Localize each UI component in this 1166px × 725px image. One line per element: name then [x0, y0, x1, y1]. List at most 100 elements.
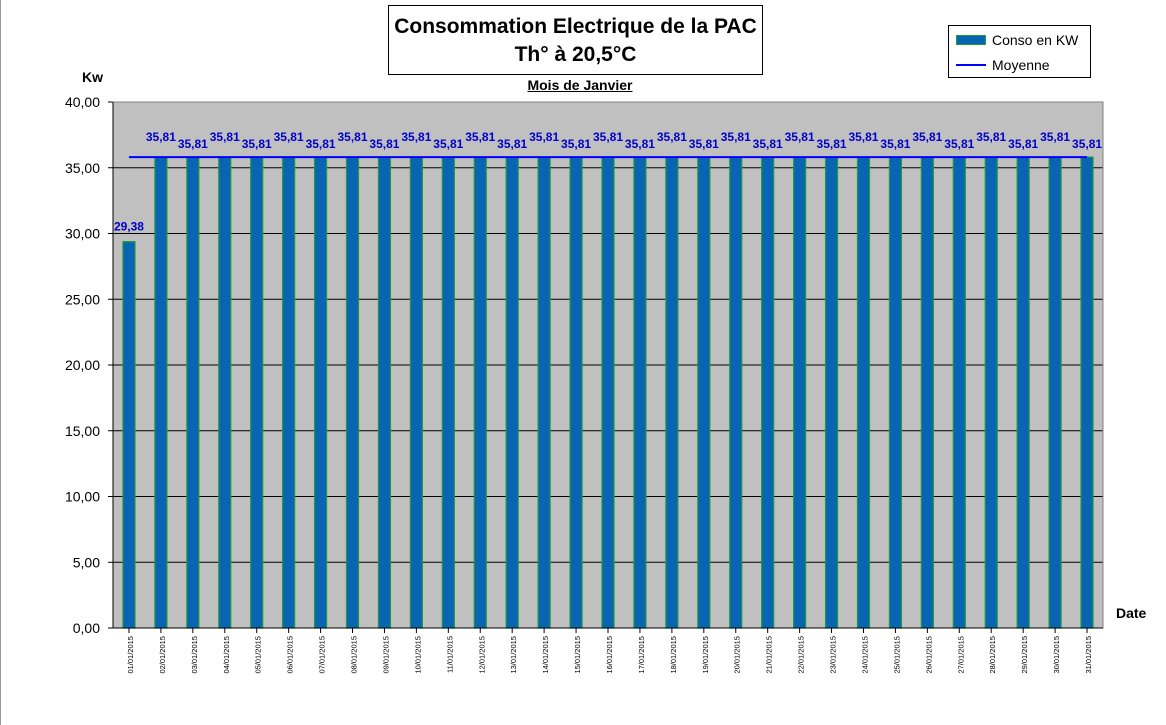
data-label: 35,81: [1008, 137, 1038, 151]
x-tick-label: 28/01/2015: [988, 636, 997, 674]
x-tick-label: 23/01/2015: [829, 636, 838, 674]
y-tick-label: 5,00: [73, 554, 100, 570]
chart-title: Consommation Electrique de la PAC: [394, 15, 757, 38]
data-label: 35,81: [210, 130, 240, 144]
data-label: 35,81: [593, 130, 623, 144]
data-label: 35,81: [529, 130, 559, 144]
x-tick-label: 11/01/2015: [445, 636, 454, 673]
bar: [601, 156, 615, 629]
window-edge: [0, 0, 1, 725]
bar: [377, 156, 392, 629]
chart-subtitle: Mois de Janvier: [527, 77, 633, 93]
legend-label-moyenne: Moyenne: [992, 57, 1050, 73]
chart-title-line2: Th° à 20,5°C: [514, 43, 637, 66]
x-tick-label: 20/01/2015: [733, 636, 742, 674]
data-label: 35,81: [497, 137, 527, 151]
y-tick-label: 10,00: [65, 489, 100, 505]
data-label: 35,81: [880, 137, 910, 151]
bar: [793, 156, 807, 629]
x-tick-label: 12/01/2015: [477, 636, 486, 674]
data-label: 35,81: [274, 130, 304, 144]
x-axis-label: Date: [1116, 605, 1147, 621]
x-tick-label: 16/01/2015: [605, 636, 614, 674]
bar: [409, 156, 423, 629]
y-tick-label: 40,00: [65, 94, 100, 110]
bar: [888, 156, 903, 629]
bar: [824, 156, 839, 629]
bar: [345, 156, 360, 629]
x-tick-label: 27/01/2015: [956, 636, 965, 674]
data-label: 35,81: [369, 137, 399, 151]
y-axis-label: Kw: [82, 69, 103, 85]
x-tick-label: 25/01/2015: [892, 636, 901, 674]
bar: [984, 156, 998, 629]
bar: [665, 156, 679, 629]
data-label: 35,81: [465, 130, 495, 144]
data-label: 35,81: [561, 137, 591, 151]
x-tick-label: 13/01/2015: [509, 636, 518, 674]
x-tick-label: 29/01/2015: [1020, 636, 1029, 674]
x-tick-label: 04/01/2015: [222, 636, 231, 674]
bar: [505, 156, 519, 629]
bar: [441, 156, 455, 629]
y-tick-label: 35,00: [65, 160, 100, 176]
data-label: 35,81: [753, 137, 783, 151]
legend-swatch-line: [956, 64, 986, 66]
x-tick-label: 07/01/2015: [318, 636, 327, 674]
y-tick-label: 25,00: [65, 291, 100, 307]
x-tick-label: 17/01/2015: [637, 636, 646, 674]
x-tick-label: 10/01/2015: [413, 636, 422, 674]
data-label: 35,81: [338, 130, 368, 144]
x-tick-label: 03/01/2015: [190, 636, 199, 674]
x-tick-label: 18/01/2015: [669, 636, 678, 674]
data-label: 35,81: [401, 130, 431, 144]
x-tick-label: 30/01/2015: [1052, 636, 1061, 674]
bar: [313, 156, 328, 629]
bar: [282, 156, 296, 629]
legend-swatch-bar: [956, 35, 986, 45]
x-tick-label: 31/01/2015: [1084, 636, 1093, 674]
bar: [537, 156, 551, 629]
bar: [218, 156, 232, 629]
bar: [633, 156, 647, 629]
data-label: 29,38: [114, 220, 144, 234]
x-tick-label: 01/01/2015: [126, 636, 135, 674]
x-tick-label: 06/01/2015: [286, 636, 295, 674]
bar: [250, 156, 264, 629]
data-label: 35,81: [944, 137, 974, 151]
x-tick-label: 15/01/2015: [573, 636, 582, 674]
data-label: 35,81: [785, 130, 815, 144]
data-label: 35,81: [1040, 130, 1070, 144]
data-label: 35,81: [976, 130, 1006, 144]
bar: [697, 156, 711, 629]
data-label: 35,81: [817, 137, 847, 151]
data-label: 35,81: [146, 130, 176, 144]
y-tick-label: 20,00: [65, 357, 100, 373]
data-label: 35,81: [178, 137, 208, 151]
x-tick-label: 19/01/2015: [701, 636, 710, 674]
bar: [1016, 156, 1030, 629]
y-tick-label: 0,00: [73, 620, 100, 636]
bar: [1048, 156, 1062, 629]
bar: [186, 156, 200, 629]
x-tick-label: 22/01/2015: [797, 636, 806, 674]
data-label: 35,81: [721, 130, 751, 144]
x-tick-label: 05/01/2015: [254, 636, 263, 674]
data-label: 35,81: [1072, 137, 1102, 151]
legend-item-moyenne: Moyenne: [956, 55, 1050, 75]
bar: [569, 156, 583, 629]
bar: [1080, 156, 1094, 629]
bar: [473, 156, 487, 629]
x-tick-label: 09/01/2015: [381, 636, 390, 674]
data-label: 35,81: [912, 130, 942, 144]
data-label: 35,81: [242, 137, 272, 151]
legend-item-conso: Conso en KW: [956, 30, 1078, 50]
bar: [154, 156, 168, 629]
bar: [761, 156, 775, 629]
data-label: 35,81: [433, 137, 463, 151]
data-label: 35,81: [625, 137, 655, 151]
y-tick-label: 15,00: [65, 423, 100, 439]
x-tick-label: 14/01/2015: [541, 636, 550, 674]
data-label: 35,81: [657, 130, 687, 144]
